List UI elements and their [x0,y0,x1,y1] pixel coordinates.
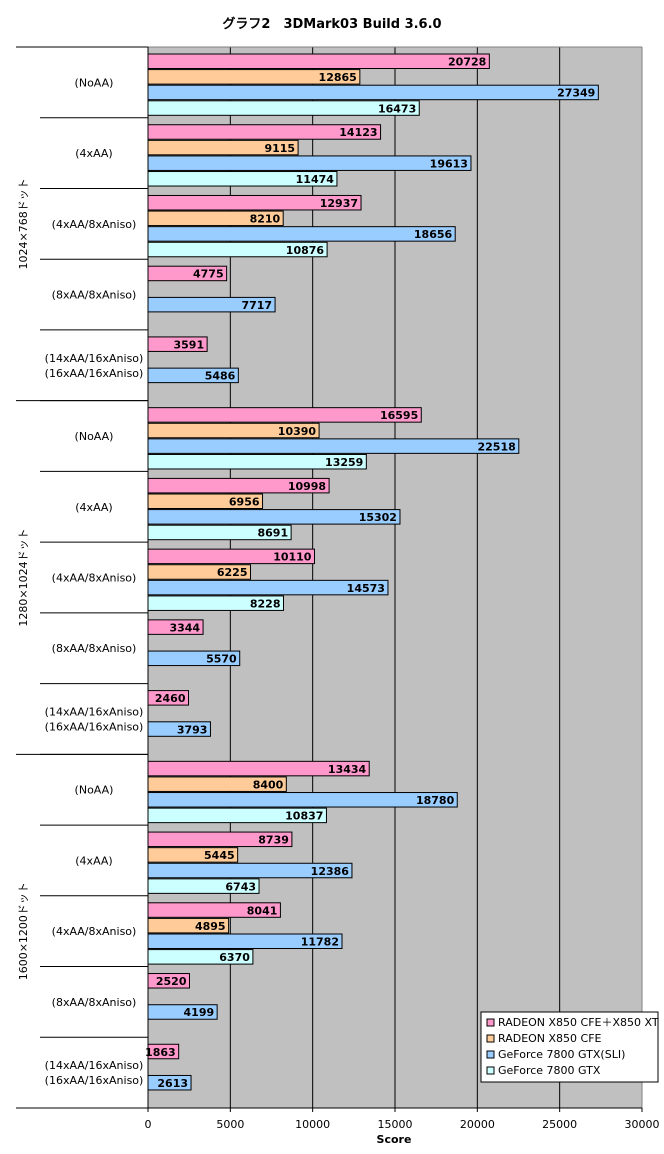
data-label: 4895 [195,920,226,933]
x-tick-label: 10000 [295,1118,330,1131]
legend-swatch [486,1034,495,1043]
data-label: 4775 [193,268,224,281]
category-label: (14xAA/16xAniso) [45,352,144,365]
x-tick-label: 25000 [542,1118,577,1131]
data-label: 14123 [339,126,377,139]
data-label: 8228 [250,597,281,610]
category-label: (14xAA/16xAniso) [45,1059,144,1072]
data-label: 6743 [225,880,256,893]
data-label: 14573 [347,582,385,595]
data-label: 22518 [478,440,516,453]
category-label: (14xAA/16xAniso) [45,705,144,718]
category-label: (4xAA/8xAniso) [52,572,137,585]
data-label: 5486 [205,370,236,383]
category-label: (NoAA) [75,76,114,89]
data-label: 13259 [325,456,363,469]
data-label: 18656 [414,228,453,241]
bar [147,792,458,808]
data-label: 19613 [430,157,468,170]
legend-label: GeForce 7800 GTX [498,1064,601,1077]
data-label: 10998 [288,480,326,493]
data-label: 12865 [319,71,357,84]
x-axis-title: Score [377,1133,412,1146]
data-label: 3344 [169,621,200,634]
bar [147,226,456,242]
data-label: 12386 [311,865,350,878]
data-label: 8041 [247,904,278,917]
data-label: 8691 [257,527,288,540]
data-label: 12937 [320,197,358,210]
data-label: 10876 [286,244,325,257]
data-label: 9115 [264,142,295,155]
data-label: 8739 [258,834,289,847]
data-label: 15302 [359,511,397,524]
category-label: (16xAA/16xAniso) [45,1074,144,1087]
data-label: 13434 [328,763,367,776]
category-label: (8xAA/8xAniso) [52,642,137,655]
data-label: 3793 [177,723,208,736]
data-label: 6225 [217,566,248,579]
legend-swatch [486,1050,495,1059]
legend-box [480,1011,659,1083]
bar [147,84,599,101]
data-label: 8400 [253,778,284,791]
data-label: 5570 [206,653,237,666]
group-label: 1024×768ドット [17,178,30,269]
data-label: 27349 [557,87,595,100]
category-label: (NoAA) [75,784,114,797]
data-label: 10390 [278,425,317,438]
data-label: 8210 [250,213,281,226]
legend-swatch [486,1066,495,1075]
legend-label: RADEON X850 CFE＋X850 XT [498,1016,659,1029]
category-labels: 0 5000 10000 15000 20000 25000 30000 (NoAA) (4xA… [16,46,660,1131]
data-label: 2520 [156,975,187,988]
category-label: (16xAA/16xAniso) [45,367,144,380]
category-label: (4xAA) [75,854,112,867]
data-label: 5445 [204,849,235,862]
data-label: 11782 [301,936,339,949]
bar [147,155,472,171]
legend: RADEON X850 CFE＋X850 XT RADEON X850 CFE Ge… [480,1011,659,1083]
data-label: 11474 [296,173,335,186]
data-label: 6370 [219,951,250,964]
data-label: 6956 [229,496,260,509]
data-label: 3591 [174,338,205,351]
chart-title: グラフ2 3DMark03 Build 3.6.0 [222,16,441,32]
data-label: 20728 [448,56,486,69]
data-label: 2613 [157,1077,188,1090]
legend-label: GeForce 7800 GTX(SLI) [498,1048,625,1061]
data-label: 4199 [184,1006,215,1019]
data-label: 1863 [145,1046,176,1059]
data-label: 10110 [273,551,312,564]
x-tick-label: 20000 [460,1118,495,1131]
data-label: 18780 [416,794,455,807]
group-label: 1600×1200ドット [17,882,30,980]
legend-label: RADEON X850 CFE [498,1032,602,1045]
category-label: (16xAA/16xAniso) [45,720,144,733]
x-tick-label: 5000 [216,1118,244,1131]
category-label: (4xAA/8xAniso) [52,218,137,231]
bar [147,438,520,454]
data-label: 16473 [378,102,416,115]
x-tick-label: 15000 [378,1118,413,1131]
data-label: 10837 [285,810,323,823]
bar [147,53,490,69]
x-tick-label: 0 [145,1118,152,1131]
legend-swatch [486,1018,495,1027]
data-label: 16595 [380,409,418,422]
data-label: 7717 [241,299,272,312]
group-label: 1280×1024ドット [17,528,30,626]
category-label: (8xAA/8xAniso) [52,996,137,1009]
category-label: (NoAA) [75,430,114,443]
data-label: 2460 [155,692,186,705]
category-label: (8xAA/8xAniso) [52,289,137,302]
category-label: (4xAA) [75,501,112,514]
category-label: (4xAA) [75,147,112,160]
x-tick-label: 30000 [625,1118,660,1131]
category-label: (4xAA/8xAniso) [52,925,137,938]
